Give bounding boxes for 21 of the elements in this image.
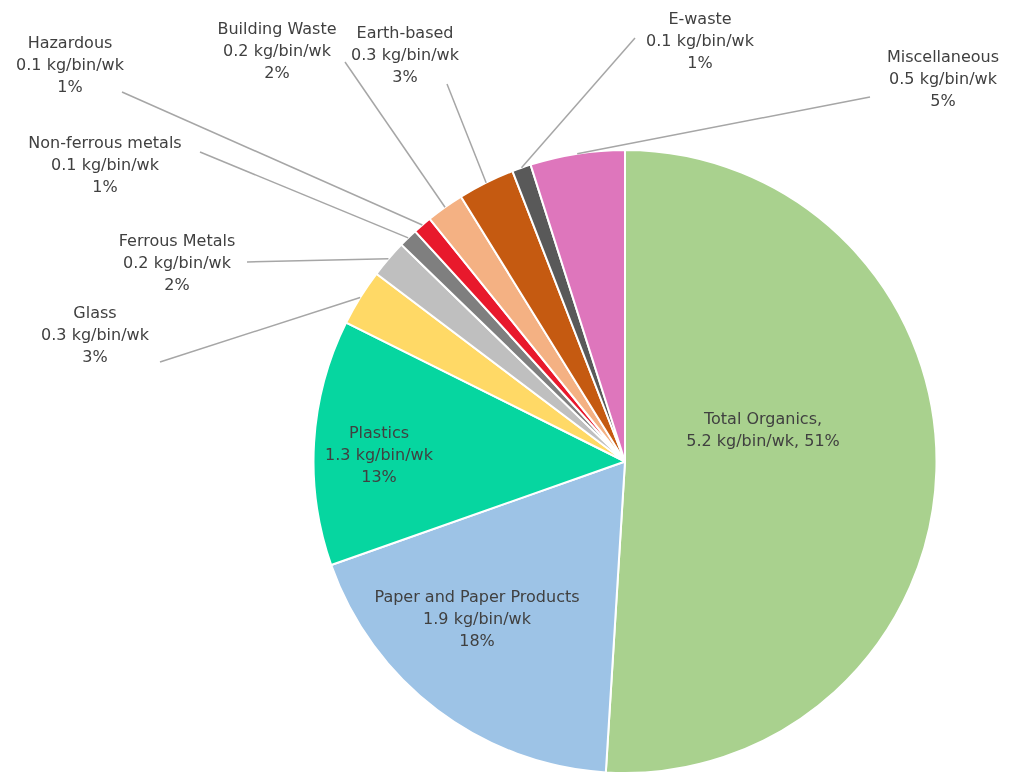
slice-label: Building Waste xyxy=(217,19,337,39)
data-label: 1.9 kg/bin/wk 18% xyxy=(423,609,532,651)
slice-label: Miscellaneous xyxy=(886,47,1000,67)
slice-label: Non-ferrous metals xyxy=(28,133,182,153)
data-label: 0.2 kg/bin/wk 2% xyxy=(223,41,332,83)
data-label: 0.3 kg/bin/wk 3% xyxy=(351,45,460,87)
slice-label: Total Organics, 5.2 kg/bin/wk, 51% xyxy=(686,409,840,451)
slice-label: Paper and Paper Products xyxy=(374,587,580,607)
slice-label: Earth-based xyxy=(356,23,454,43)
data-label: 0.2 kg/bin/wk 2% xyxy=(123,253,232,295)
data-label: 1.3 kg/bin/wk 13% xyxy=(325,445,434,487)
data-label: 0.1 kg/bin/wk 1% xyxy=(51,155,160,197)
slice-label: Ferrous Metals xyxy=(118,231,236,251)
slice-label: E-waste xyxy=(668,9,732,29)
data-label: 0.1 kg/bin/wk 1% xyxy=(16,55,125,97)
data-label: 0.3 kg/bin/wk 3% xyxy=(41,325,150,367)
slice-label: Plastics xyxy=(348,423,410,443)
data-label: 0.5 kg/bin/wk 5% xyxy=(889,69,998,111)
slice-label: Hazardous xyxy=(27,33,113,53)
slice-label: Glass xyxy=(73,303,117,323)
data-label: 0.1 kg/bin/wk 1% xyxy=(646,31,755,73)
